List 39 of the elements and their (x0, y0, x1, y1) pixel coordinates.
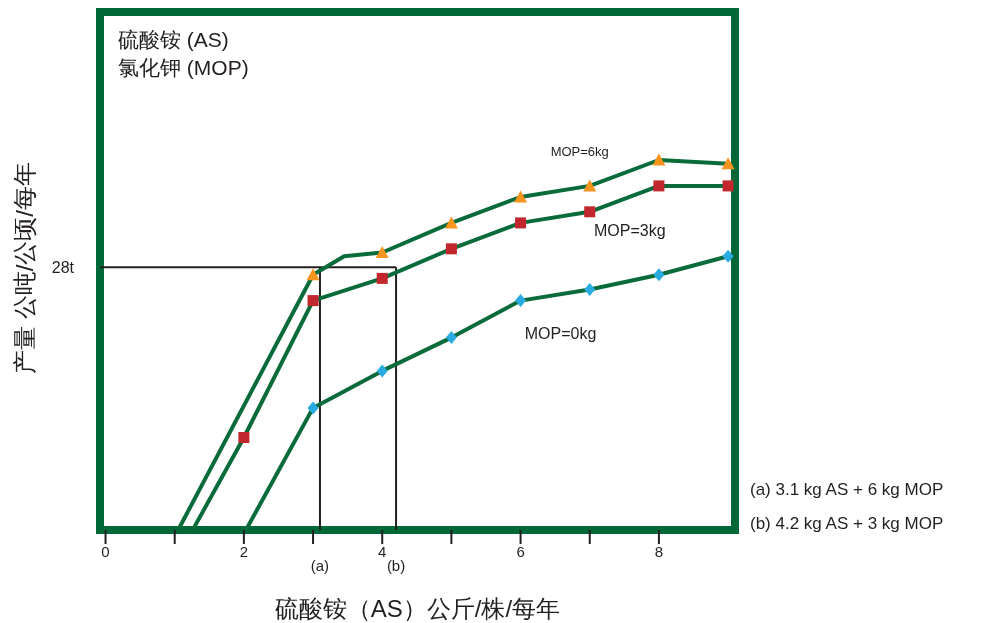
point (444, 216, 458, 229)
point (514, 190, 528, 203)
point (306, 268, 320, 281)
point (584, 206, 596, 218)
series-label: MOP=0kg (524, 324, 597, 342)
point (722, 180, 734, 192)
x-tick-label: 6 (516, 542, 525, 560)
point (238, 432, 250, 443)
ref-line-label: 28t (51, 258, 75, 276)
series-label: MOP=6kg (550, 143, 609, 159)
text: (b) 4.2 kg AS + 3 kg MOP (750, 514, 944, 534)
point (445, 331, 457, 345)
point (653, 180, 665, 192)
y-axis-title: 产量 公吨/公顷/每年 (10, 161, 39, 374)
ref-line-label: (b) (386, 556, 406, 574)
point (307, 295, 319, 307)
point (721, 157, 735, 170)
x-tick-label: 4 (378, 542, 387, 560)
text: 氯化钾 (MOP) (118, 55, 249, 81)
point (515, 294, 527, 308)
x-tick-label: 0 (101, 542, 110, 560)
ref-line-label: (a) (310, 556, 330, 574)
point (584, 283, 596, 296)
point (376, 272, 388, 284)
series-label: MOP=3kg (593, 221, 666, 239)
text: (a) 3.1 kg AS + 6 kg MOP (750, 480, 944, 500)
point (583, 179, 597, 192)
x-tick-label: 2 (239, 542, 249, 560)
point (376, 364, 388, 378)
x-tick-label: 8 (654, 542, 664, 560)
point (445, 243, 457, 255)
text: 硫酸铵 (AS) (118, 27, 229, 53)
point (375, 246, 389, 258)
point (652, 153, 666, 166)
x-axis-title: 硫酸铵（AS）公斤/株/每年 (273, 594, 562, 623)
point (653, 268, 665, 282)
point (307, 401, 319, 415)
point (722, 249, 734, 263)
point (515, 217, 527, 229)
